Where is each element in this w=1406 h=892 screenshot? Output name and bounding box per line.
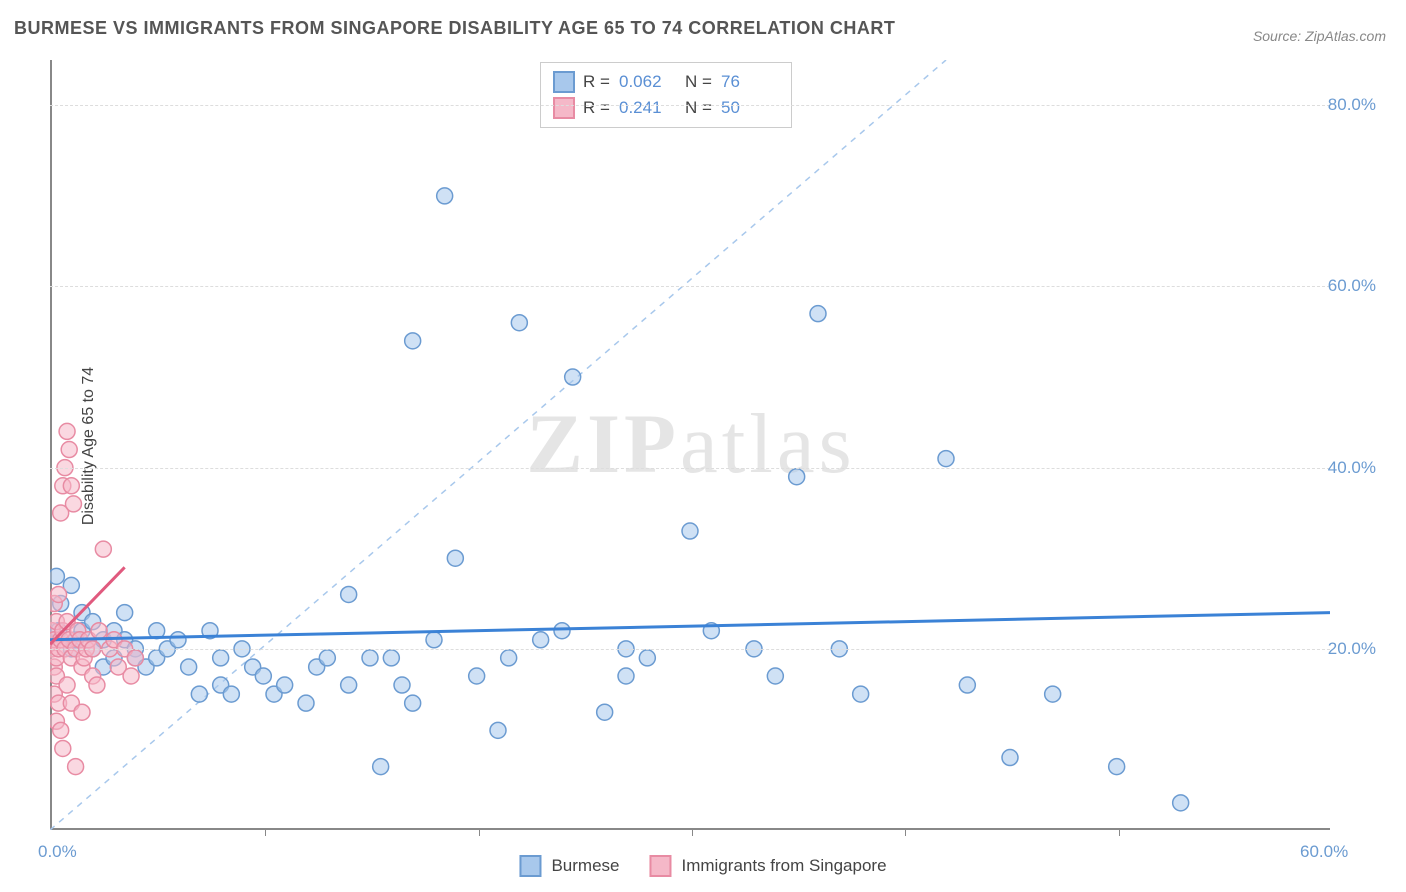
data-point (74, 704, 90, 720)
gridline (50, 468, 1330, 469)
r-label: R = (583, 72, 611, 92)
data-point (767, 668, 783, 684)
n-label: N = (685, 98, 713, 118)
legend-swatch (650, 855, 672, 877)
data-point (639, 650, 655, 666)
legend-swatch (553, 71, 575, 93)
data-point (91, 623, 107, 639)
data-point (51, 586, 67, 602)
data-point (554, 623, 570, 639)
scatter-plot-svg (50, 60, 1330, 830)
data-point (223, 686, 239, 702)
data-point (50, 568, 64, 584)
data-point (55, 740, 71, 756)
data-point (789, 469, 805, 485)
chart-title: BURMESE VS IMMIGRANTS FROM SINGAPORE DIS… (14, 18, 895, 39)
data-point (213, 650, 229, 666)
data-point (255, 668, 271, 684)
data-point (618, 668, 634, 684)
data-point (501, 650, 517, 666)
r-value: 0.241 (619, 98, 677, 118)
data-point (511, 315, 527, 331)
series-legend: Burmese Immigrants from Singapore (519, 855, 886, 877)
n-value: 76 (721, 72, 779, 92)
r-label: R = (583, 98, 611, 118)
gridline (50, 105, 1330, 106)
data-point (95, 541, 111, 557)
data-point (1173, 795, 1189, 811)
data-point (89, 677, 105, 693)
data-point (117, 605, 133, 621)
data-point (277, 677, 293, 693)
data-point (65, 496, 81, 512)
legend-item: Immigrants from Singapore (650, 855, 887, 877)
n-value: 50 (721, 98, 779, 118)
data-point (191, 686, 207, 702)
data-point (63, 478, 79, 494)
data-point (341, 677, 357, 693)
y-tick-label: 20.0% (1328, 639, 1376, 659)
data-point (1109, 759, 1125, 775)
identity-line (50, 60, 946, 830)
data-point (533, 632, 549, 648)
legend-label: Burmese (551, 856, 619, 876)
legend-swatch (519, 855, 541, 877)
data-point (565, 369, 581, 385)
data-point (938, 451, 954, 467)
data-point (682, 523, 698, 539)
data-point (959, 677, 975, 693)
y-tick-label: 40.0% (1328, 458, 1376, 478)
trend-line (50, 613, 1330, 640)
r-value: 0.062 (619, 72, 677, 92)
y-tick-label: 80.0% (1328, 95, 1376, 115)
legend-swatch (553, 97, 575, 119)
x-axis-min-label: 0.0% (38, 842, 77, 862)
legend-label: Immigrants from Singapore (682, 856, 887, 876)
data-point (123, 668, 139, 684)
data-point (181, 659, 197, 675)
data-point (127, 650, 143, 666)
data-point (53, 722, 69, 738)
data-point (447, 550, 463, 566)
gridline (50, 649, 1330, 650)
data-point (405, 695, 421, 711)
data-point (61, 442, 77, 458)
data-point (59, 677, 75, 693)
data-point (426, 632, 442, 648)
data-point (362, 650, 378, 666)
data-point (853, 686, 869, 702)
data-point (394, 677, 410, 693)
data-point (298, 695, 314, 711)
data-point (341, 586, 357, 602)
data-point (469, 668, 485, 684)
data-point (490, 722, 506, 738)
data-point (383, 650, 399, 666)
correlation-legend: R = 0.062 N = 76 R = 0.241 N = 50 (540, 62, 792, 128)
data-point (68, 759, 84, 775)
data-point (319, 650, 335, 666)
data-point (373, 759, 389, 775)
data-point (170, 632, 186, 648)
source-attribution: Source: ZipAtlas.com (1253, 28, 1386, 44)
n-label: N = (685, 72, 713, 92)
legend-stat-row: R = 0.241 N = 50 (553, 95, 779, 121)
data-point (59, 423, 75, 439)
legend-stat-row: R = 0.062 N = 76 (553, 69, 779, 95)
gridline (50, 286, 1330, 287)
x-axis-max-label: 60.0% (1300, 842, 1348, 862)
data-point (1002, 750, 1018, 766)
data-point (810, 306, 826, 322)
data-point (405, 333, 421, 349)
data-point (597, 704, 613, 720)
y-tick-label: 60.0% (1328, 276, 1376, 296)
data-point (1045, 686, 1061, 702)
data-point (437, 188, 453, 204)
legend-item: Burmese (519, 855, 619, 877)
